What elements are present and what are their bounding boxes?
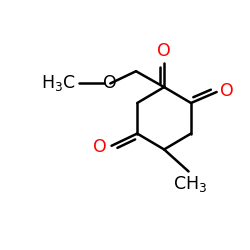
Text: CH$_3$: CH$_3$	[173, 174, 207, 195]
Text: O: O	[157, 42, 171, 60]
Text: O: O	[220, 82, 234, 100]
Text: H$_3$C: H$_3$C	[42, 74, 76, 94]
Text: O: O	[104, 74, 117, 92]
Text: O: O	[94, 138, 107, 156]
